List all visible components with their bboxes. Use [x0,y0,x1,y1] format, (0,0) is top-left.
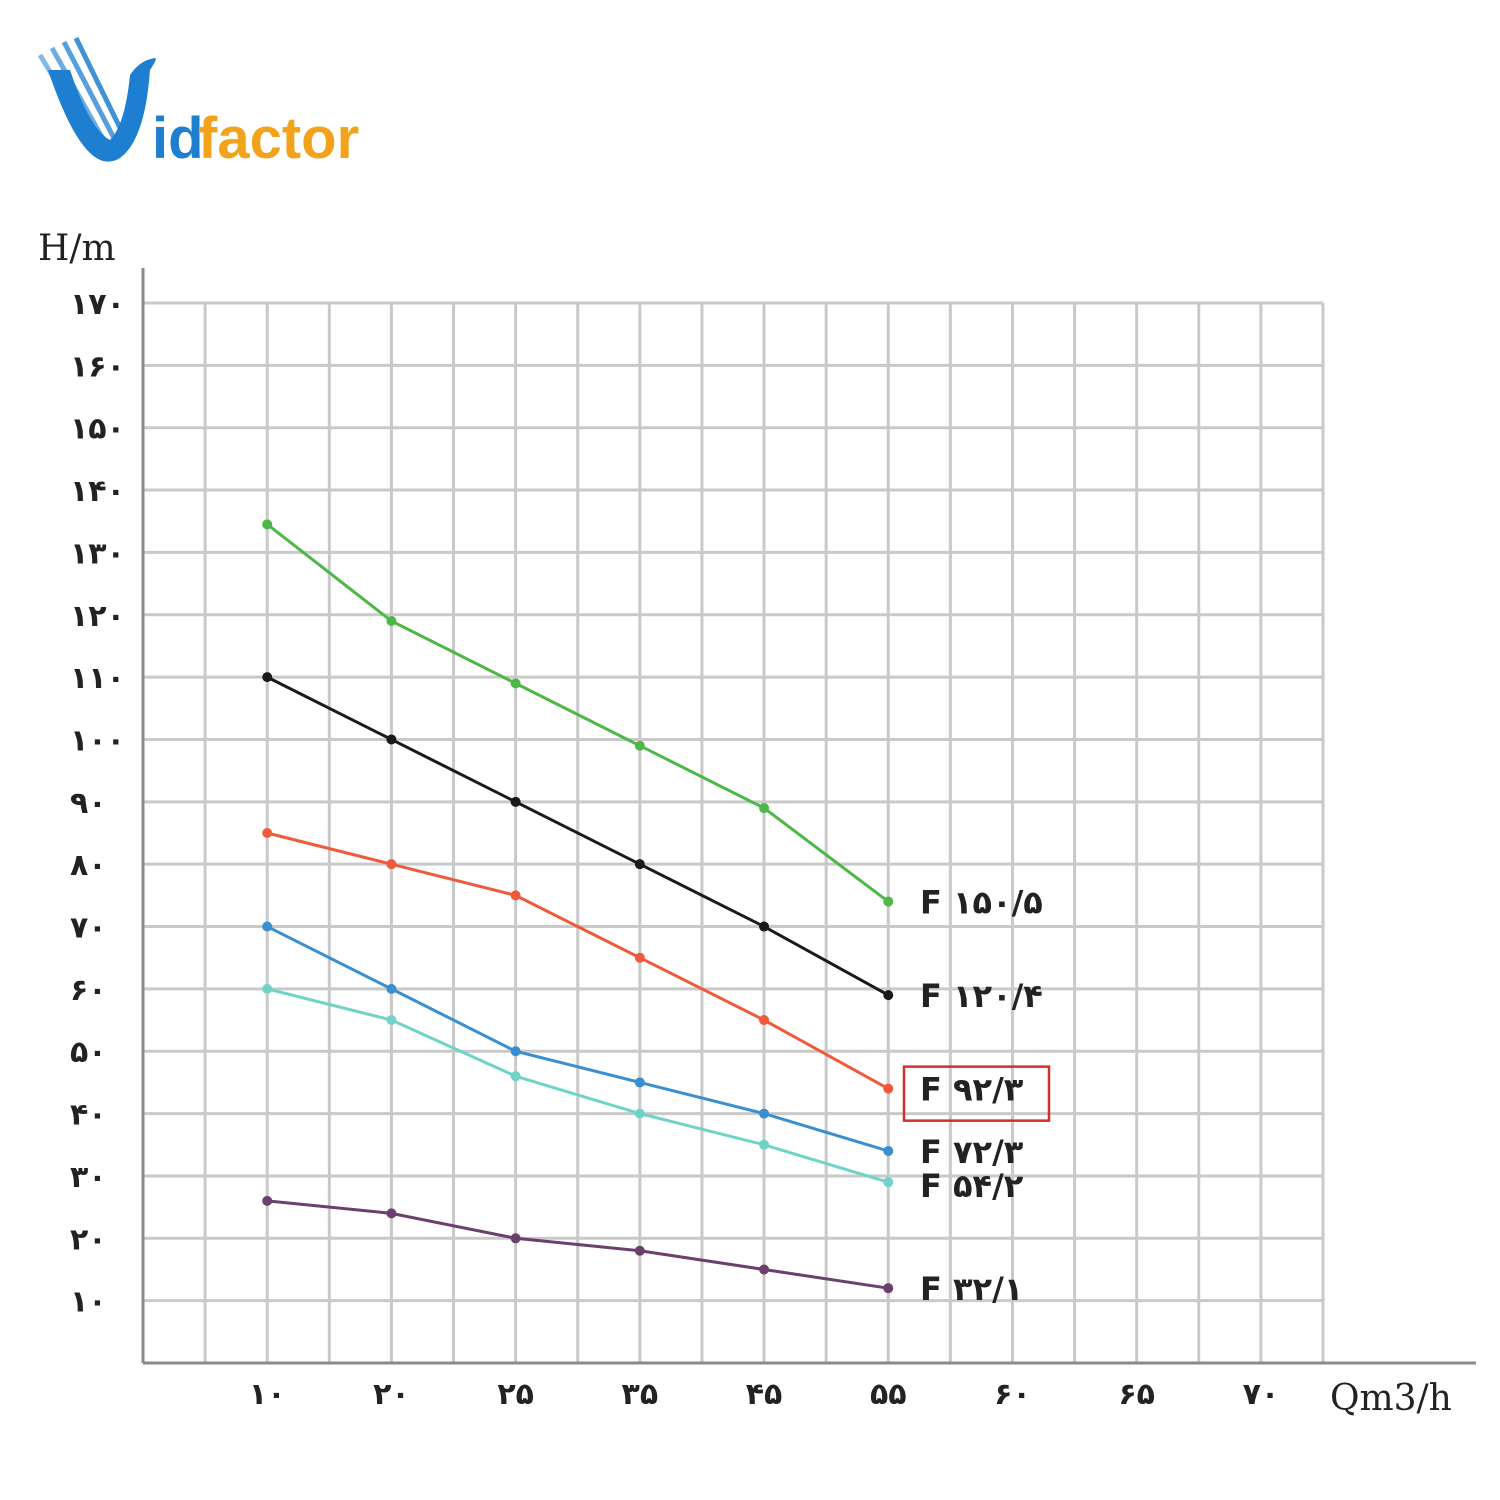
data-point [634,1077,645,1088]
x-tick-label: ۶۰ [994,1377,1031,1412]
y-tick-labels: ۱۰ ۲۰ ۳۰ ۴۰ ۵۰ ۶۰ ۷۰ ۸۰ ۹۰ ۱۰۰ ۱۱۰ ۱۲۰ ۱۳۰ ۱۴۰ ۱۵۰ ۱۶۰ ۱… [70,287,125,1320]
x-tick-label: ۱۰ [249,1377,286,1412]
data-point [634,859,645,870]
logo-text-id: id [152,106,204,171]
series-line [266,987,889,1184]
y-tick-label: ۱۰ [70,1285,107,1320]
data-point [759,1108,770,1119]
x-axis-title: Qm3/h [1330,1378,1452,1419]
data-point [510,1071,521,1082]
y-tick-label: ۱۶۰ [70,349,125,384]
data-point [510,890,521,901]
data-point [759,1139,770,1150]
y-tick-label: ۹۰ [70,786,107,821]
y-tick-label: ۱۱۰ [70,661,125,696]
vidfactor-logo: id factor [37,36,359,171]
data-point [634,1108,645,1119]
data-point [759,921,770,932]
y-tick-label: ۱۰۰ [70,723,125,758]
data-point [386,1208,397,1219]
data-point [883,1083,894,1094]
data-point [634,952,645,963]
data-point [634,1245,645,1256]
data-point [510,1046,521,1057]
series-label: F ۱۲۰/۴ [920,977,1043,1015]
y-tick-label: ۶۰ [70,973,107,1008]
data-point [386,983,397,994]
series-label: F ۵۴/۲ [920,1167,1024,1205]
x-tick-label: ۲۰ [373,1377,410,1412]
data-point [262,983,273,994]
y-tick-label: ۷۰ [70,911,107,946]
data-point [883,990,894,1001]
series-line [267,1199,889,1290]
data-point [883,1146,894,1156]
y-axis-title: H/m [38,228,116,269]
x-tick-label: ۲۵ [497,1377,534,1412]
chart-series [262,519,894,1294]
x-tick-labels: ۱۰ ۲۰ ۲۵ ۳۵ ۴۵ ۵۵ ۶۰ ۶۵ ۷۰ [249,1377,1279,1412]
data-point [759,1015,770,1026]
data-point [386,616,397,626]
data-point [883,896,894,907]
y-tick-label: ۱۲۰ [70,599,125,634]
data-point [759,1264,770,1275]
data-point [262,672,273,683]
chart-axes [141,268,1476,1365]
series-line [266,523,890,903]
data-point [262,921,273,932]
data-point [386,734,397,745]
data-point [883,1283,894,1294]
y-tick-label: ۱۴۰ [70,474,125,509]
y-tick-label: ۴۰ [70,1098,107,1133]
data-point [883,1177,894,1188]
series-line [266,831,889,1090]
data-point [510,678,521,689]
y-tick-label: ۲۰ [70,1222,107,1257]
y-tick-label: ۱۳۰ [70,536,125,571]
series-line [266,675,889,997]
y-tick-label: ۳۰ [70,1160,107,1195]
series-label: F ۱۵۰/۵ [920,884,1043,922]
data-point [386,859,397,870]
logo-wing-icon [37,36,156,162]
x-tick-label: ۶۵ [1118,1377,1155,1412]
data-point [262,519,273,530]
series-label: F ۳۲/۱ [920,1270,1023,1308]
chart-grid [141,301,1325,1365]
y-tick-label: ۱۷۰ [70,287,125,322]
y-tick-label: ۱۵۰ [70,412,125,447]
data-point [634,740,645,751]
series-labels: F ۱۵۰/۵ F ۱۲۰/۴ F ۹۲/۳ F ۷۲/۳F ۵۴/۲ F ۳۲/۱ [902,884,1051,1308]
series-line [266,925,889,1153]
highlight-box [902,1065,1051,1122]
data-point [262,828,273,838]
x-tick-label: ۴۵ [746,1377,783,1412]
y-tick-label: ۸۰ [70,848,107,883]
data-point [510,1233,521,1244]
data-point [759,803,770,814]
x-tick-label: ۷۰ [1243,1377,1280,1412]
data-point [386,1015,397,1026]
series-label: F ۷۲/۳ [920,1133,1024,1171]
logo-text-factor: factor [198,106,359,171]
y-tick-label: ۵۰ [70,1035,107,1070]
series-label: F ۹۲/۳ [920,1071,1024,1109]
data-point [262,1195,273,1206]
x-tick-label: ۵۵ [870,1377,907,1412]
x-tick-label: ۳۵ [622,1377,659,1412]
data-point [510,796,521,807]
